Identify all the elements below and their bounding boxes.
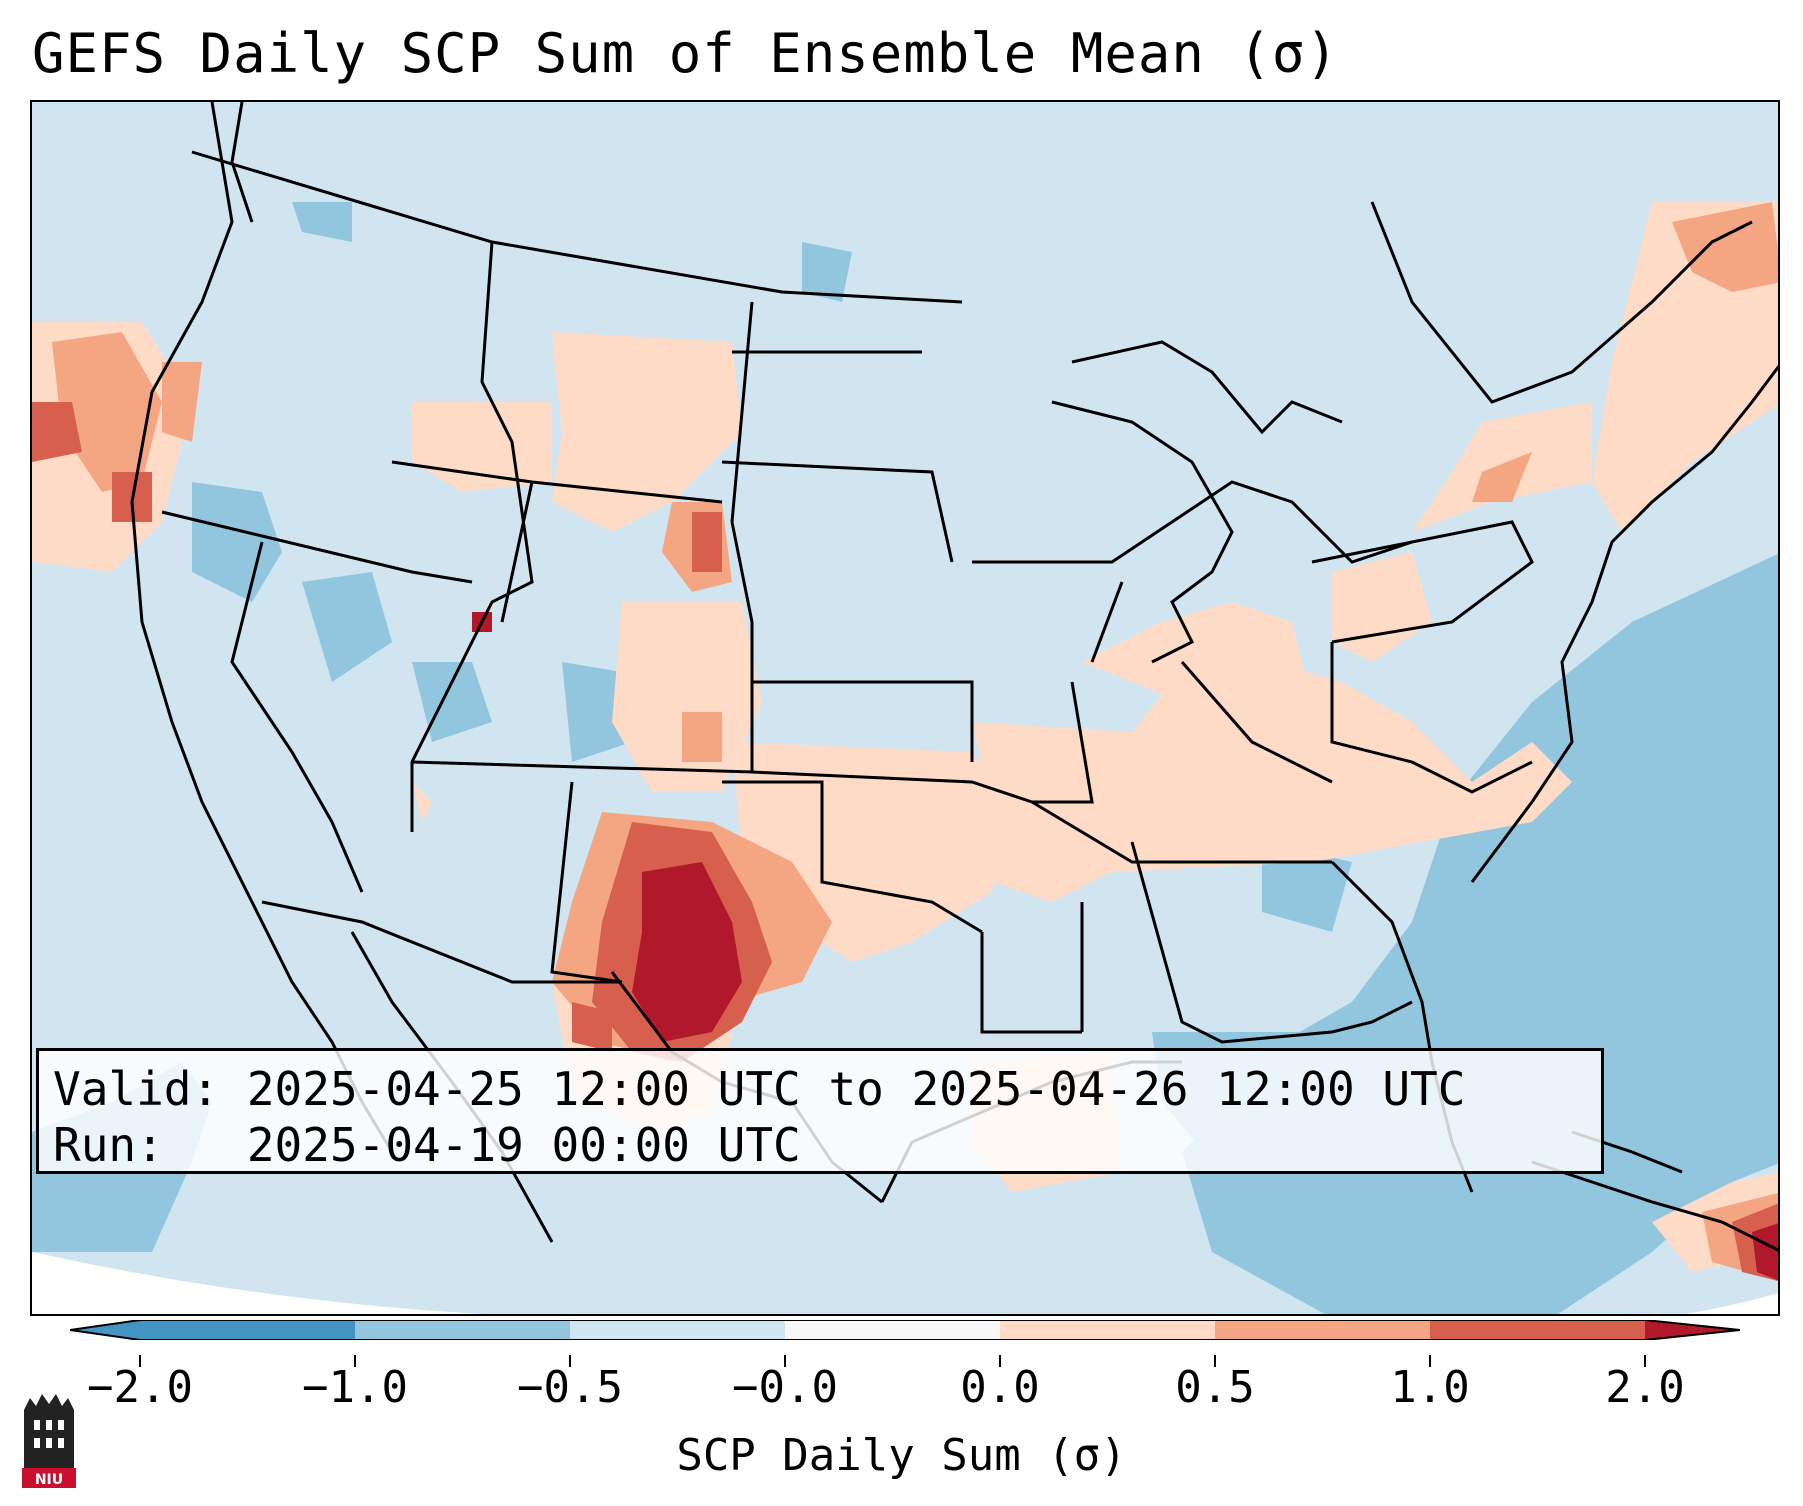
colorbar-tick-label: 0.5	[1175, 1362, 1255, 1413]
colorbar-extend-low	[70, 1320, 140, 1340]
colorbar-label: SCP Daily Sum (σ)	[676, 1430, 1127, 1481]
outside-domain	[1686, 1293, 1778, 1314]
colorbar-bin	[355, 1320, 570, 1340]
colorbar-bin	[1430, 1320, 1645, 1340]
colorbar-tick-label: 0.0	[960, 1362, 1040, 1413]
max-positive-regions	[472, 612, 1778, 1281]
colorbar-bin	[1215, 1320, 1430, 1340]
colorbar-tick-label: −0.5	[517, 1362, 623, 1413]
outside-domain	[32, 1252, 485, 1314]
colorbar-tick-label: −0.0	[732, 1362, 838, 1413]
colorbar-ticks	[139, 1355, 1646, 1367]
colorbar	[70, 1320, 1740, 1340]
logo-text: NIU	[35, 1472, 63, 1488]
run-time-line: Run: 2025-04-19 00:00 UTC	[53, 1118, 801, 1172]
colorbar-bin	[140, 1320, 355, 1340]
colorbar-tick-label: −1.0	[302, 1362, 408, 1413]
map-title: GEFS Daily SCP Sum of Ensemble Mean (σ)	[32, 22, 1339, 85]
colorbar-bin	[785, 1320, 1000, 1340]
colorbar-tick-label: −2.0	[87, 1362, 193, 1413]
valid-time-line: Valid: 2025-04-25 12:00 UTC to 2025-04-2…	[53, 1062, 1466, 1116]
niu-logo-icon: NIU	[22, 1394, 76, 1488]
colorbar-bin	[570, 1320, 785, 1340]
colorbar-extend-high	[1645, 1320, 1740, 1340]
valid-run-info-box: Valid: 2025-04-25 12:00 UTC to 2025-04-2…	[36, 1048, 1604, 1174]
colorbar-tick-label: 2.0	[1605, 1362, 1685, 1413]
colorbar-bin	[1000, 1320, 1215, 1340]
colorbar-tick-label: 1.0	[1390, 1362, 1470, 1413]
